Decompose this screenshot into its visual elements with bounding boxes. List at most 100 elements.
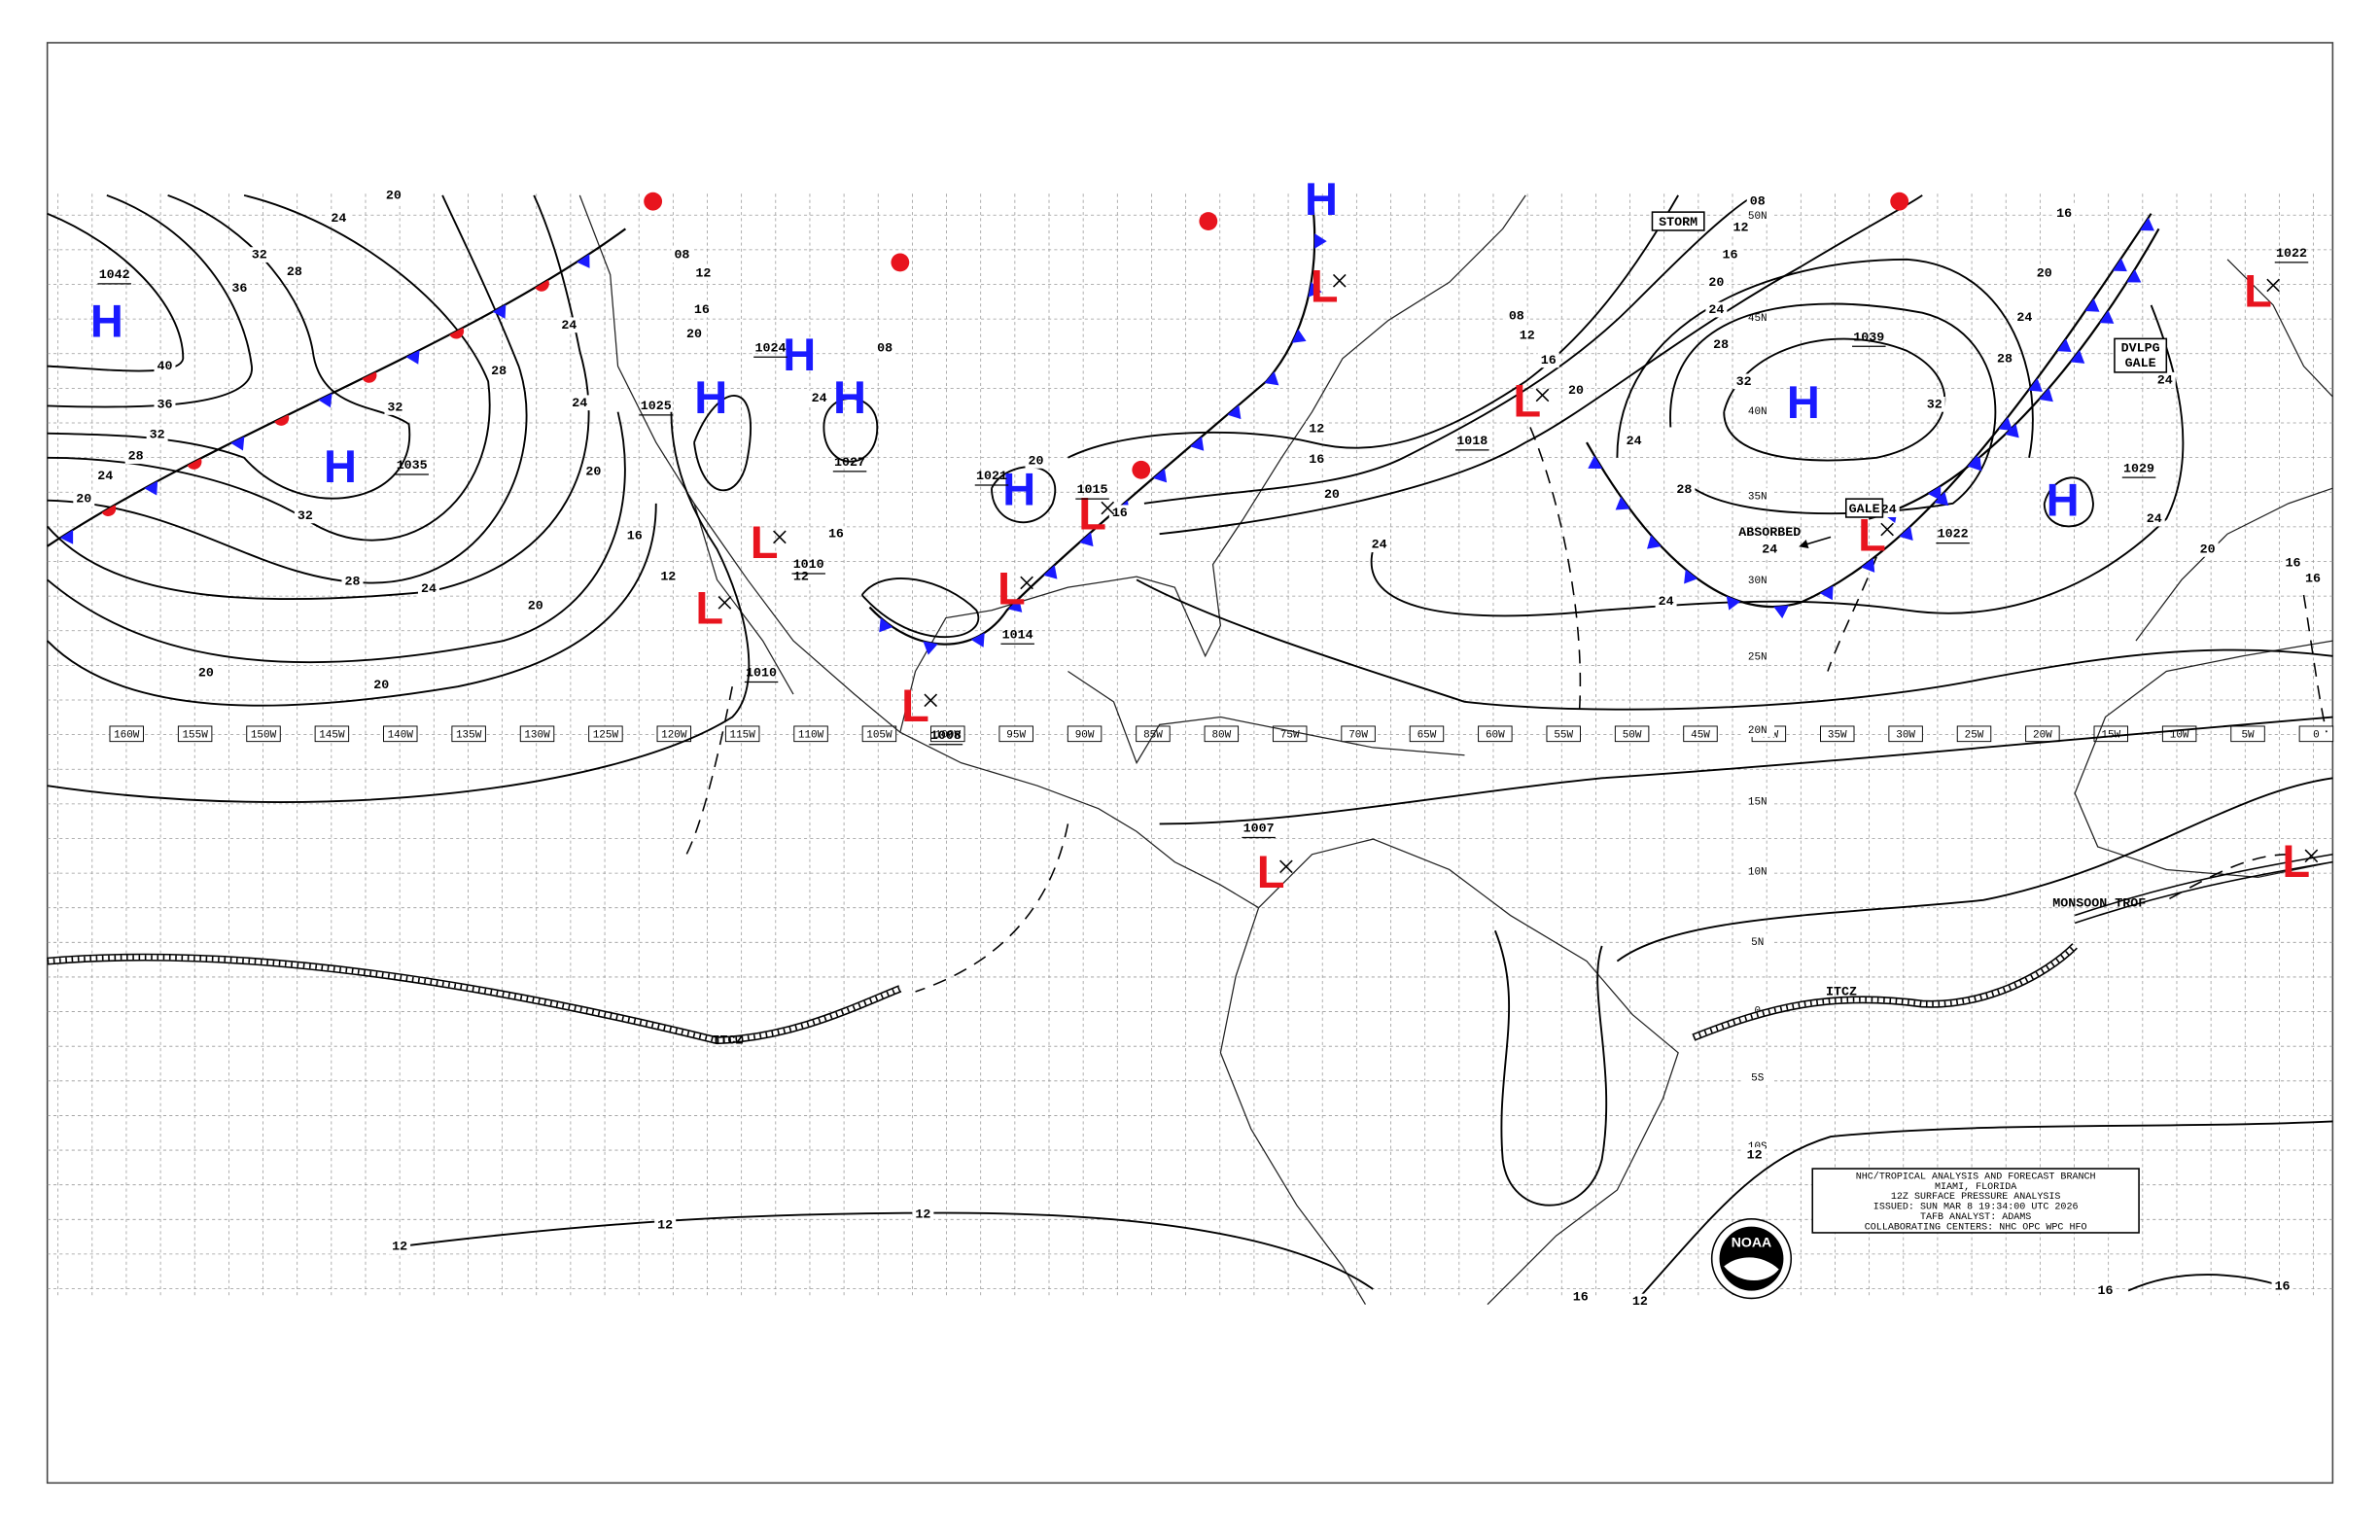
low-center-mark — [1020, 576, 1033, 590]
isobar-label-bg — [683, 326, 705, 342]
isobar-label-bg — [912, 1207, 934, 1222]
central-pressure: 1007 — [1243, 822, 1275, 837]
central-pressure: 1008 — [930, 729, 962, 744]
isobar-label-bg — [341, 574, 364, 589]
lon-label-box — [1409, 725, 1445, 743]
isobar-label: 20 — [1568, 384, 1584, 399]
longitude-label: 140W — [388, 730, 414, 742]
lon-label-box — [1888, 725, 1923, 743]
cold-front-symbol — [2056, 338, 2072, 352]
central-pressure: 1021 — [976, 470, 1007, 484]
isobar-label: 12 — [1732, 221, 1748, 235]
isobar-label: 16 — [1112, 507, 1128, 521]
isobar-label-bg — [2153, 371, 2176, 388]
cold-front-symbol — [1819, 585, 1834, 601]
isobar-label-bg — [1368, 537, 1390, 553]
logo-bird — [1724, 1257, 1779, 1281]
lon-label-box — [383, 725, 418, 743]
cold-front-symbol — [1152, 468, 1168, 483]
cold-front-symbol — [577, 254, 590, 268]
annotations: ITCZ ITCZ MONSOON TROF ABSORBED STORM DV… — [713, 211, 2168, 1049]
logo-text: NOAA — [1732, 1235, 1772, 1250]
isobar-label: 20 — [386, 189, 402, 203]
isobar-label-bg — [789, 569, 812, 585]
isobar-label-bg — [692, 265, 715, 281]
trough — [915, 823, 1069, 993]
latitude-label: 15N — [1748, 797, 1768, 809]
isobar-label: 24 — [97, 470, 113, 484]
isobar-label-bg — [1730, 219, 1752, 235]
lon-label-box — [1820, 725, 1855, 743]
isobar-label-bg — [1719, 247, 1741, 262]
lat-label-box — [1740, 648, 1775, 664]
info-box-line: 12Z SURFACE PRESSURE ANALYSIS — [1891, 1192, 2061, 1203]
warm-front-symbol — [101, 505, 117, 516]
isobar-label-bg — [690, 301, 713, 318]
warm-front-symbol — [274, 414, 290, 426]
isobar-label-bg — [808, 390, 830, 406]
isobar — [1136, 578, 2333, 711]
isobar-label-bg — [2301, 570, 2324, 586]
isobar — [47, 193, 491, 542]
isobars — [46, 193, 2333, 1298]
warm-front-symbol — [187, 458, 202, 470]
isobar-label: 36 — [157, 398, 172, 412]
isobar-label: 32 — [298, 509, 313, 524]
low-center-mark — [1279, 859, 1293, 874]
low-center-mark — [924, 693, 938, 708]
gale-warning: GALE — [1849, 503, 1880, 517]
isobar-label-bg — [654, 1217, 677, 1233]
coastline — [578, 194, 1259, 909]
low-center-mark — [1332, 273, 1347, 288]
low-center-mark — [2266, 278, 2280, 293]
cold-front-symbol — [1291, 329, 1307, 343]
isobar-label-bg — [94, 468, 117, 484]
cold-front-symbol — [1079, 532, 1094, 547]
itcz-band — [47, 955, 901, 1043]
warning-box — [1651, 211, 1705, 231]
warning-box — [1844, 498, 1884, 518]
isobar-label: 12 — [392, 1241, 407, 1255]
isobar-label-bg — [1732, 373, 1755, 390]
high-pressure-center: H — [90, 296, 123, 347]
cold-front-symbol — [1968, 456, 1982, 472]
isobar-label-bg — [389, 1239, 411, 1254]
troughs — [685, 427, 2328, 993]
longitude-label: 155W — [182, 730, 208, 742]
longitude-label: 70W — [1348, 730, 1368, 742]
lat-label-box — [1740, 863, 1775, 879]
isobar — [47, 212, 185, 372]
isobar-label-bg — [384, 400, 406, 415]
longitude-label: 120W — [661, 730, 687, 742]
itcz-label: ITCZ — [1826, 986, 1857, 1000]
isobar-label: 28 — [344, 575, 360, 589]
info-box: NHC/TROPICAL ANALYSIS AND FORECAST BRANC… — [1811, 1168, 2140, 1234]
lon-label-box — [1956, 725, 1992, 743]
itcz-label: ITCZ — [713, 1034, 744, 1049]
monsoon-trough-line — [2074, 854, 2333, 925]
labels: 20 24 28 32 36 40 36 32 28 24 20 32 28 24 24 20 16 12 32 28… — [73, 173, 2324, 1310]
isobar-label-bg — [154, 358, 176, 374]
central-pressure: 1027 — [834, 456, 865, 471]
isobar-label-bg — [1655, 593, 1677, 610]
lat-label-box — [1740, 793, 1775, 809]
isobar — [46, 503, 657, 707]
cold-front-symbol — [1190, 437, 1205, 451]
isobar-label-bg — [2013, 309, 2036, 326]
warm-front-symbol — [1890, 192, 1909, 211]
isobar — [47, 193, 253, 408]
lat-label-box — [1740, 207, 1775, 224]
isobar — [2127, 1274, 2283, 1292]
isobar-label: 16 — [627, 529, 643, 543]
isobar-label: 28 — [1713, 338, 1729, 353]
isobar-label-bg — [558, 317, 580, 333]
cold-front-symbol — [1684, 569, 1698, 584]
isobar-label: 20 — [373, 679, 389, 693]
isobar-label: 24 — [1659, 595, 1674, 610]
isobar-label: 24 — [1372, 539, 1387, 553]
latitude-label: 25N — [1748, 651, 1768, 663]
coastline — [1258, 838, 1679, 1306]
longitude-label: 10W — [2170, 730, 2189, 742]
lon-label-box — [314, 725, 350, 743]
fronts — [47, 192, 2160, 655]
